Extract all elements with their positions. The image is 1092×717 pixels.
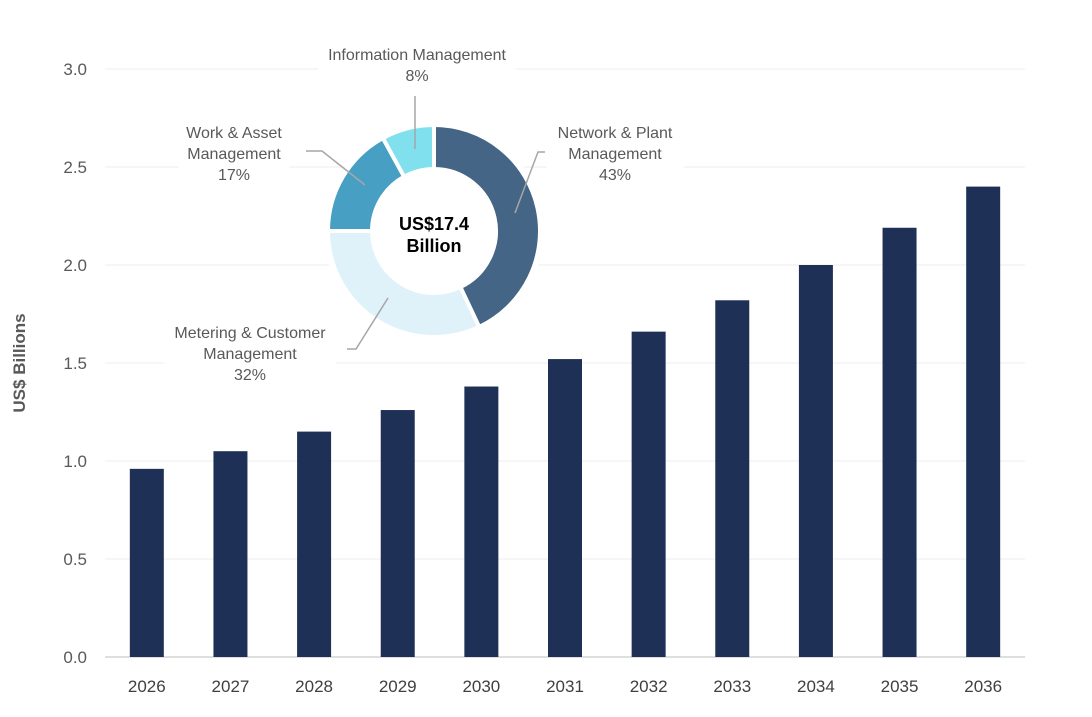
x-tick-label: 2036 [964, 677, 1002, 696]
slice-label: Management [568, 146, 662, 163]
bar-2036 [966, 186, 1001, 657]
leader-line [514, 151, 545, 214]
x-tick-label: 2030 [462, 677, 500, 696]
y-tick-label: 2.0 [63, 256, 87, 275]
x-tick-labels: 2026 2027 2028 2029 2030 2031 2032 2033 2034 2035… [128, 677, 1002, 696]
y-axis-label: US$ Billions [10, 313, 29, 412]
slice-percent: 17% [218, 167, 250, 184]
x-tick-label: 2031 [546, 677, 584, 696]
bar-2028 [297, 431, 332, 657]
y-tick-label: 1.0 [63, 452, 87, 471]
bar-2027 [213, 451, 248, 657]
bar-2034 [798, 265, 833, 657]
leader-line [347, 297, 389, 350]
y-tick-label: 1.5 [63, 354, 87, 373]
bar-2035 [882, 227, 917, 657]
bar-2033 [715, 300, 750, 657]
bar-2030 [464, 386, 499, 657]
slice-label: Management [187, 146, 281, 163]
bar-2032 [631, 331, 666, 657]
slice-label: Work & Asset [186, 125, 282, 142]
y-tick-labels: 0.0 0.5 1.0 1.5 2.0 2.5 3.0 [63, 60, 87, 667]
slice-percent: 8% [405, 68, 428, 85]
x-tick-label: 2028 [295, 677, 333, 696]
x-tick-label: 2029 [379, 677, 417, 696]
x-tick-label: 2033 [713, 677, 751, 696]
slice-label: Management [203, 346, 297, 363]
leader-line [306, 150, 366, 186]
slice-percent: 32% [234, 367, 266, 384]
y-tick-label: 0.0 [63, 648, 87, 667]
bars [129, 186, 1001, 657]
bar-2031 [548, 359, 582, 657]
donut-slice-1 [325, 229, 482, 339]
bar-2026 [129, 468, 164, 657]
y-tick-label: 3.0 [63, 60, 87, 79]
bar-2029 [380, 410, 415, 657]
x-tick-label: 2034 [797, 677, 835, 696]
x-tick-label: 2035 [881, 677, 919, 696]
donut-slice-3 [380, 122, 436, 180]
slice-label: Metering & Customer [174, 325, 326, 342]
y-tick-label: 0.5 [63, 550, 87, 569]
donut-slice-0 [432, 122, 542, 330]
slice-label: Information Management [328, 47, 506, 64]
x-tick-label: 2027 [212, 677, 250, 696]
slice-percent: 43% [599, 167, 631, 184]
y-tick-label: 2.5 [63, 158, 87, 177]
x-tick-label: 2026 [128, 677, 166, 696]
slice-label: Network & Plant [558, 125, 673, 142]
x-tick-label: 2032 [630, 677, 668, 696]
donut-center-value: US$17.4 [399, 214, 469, 234]
donut-center-unit: Billion [407, 236, 462, 256]
